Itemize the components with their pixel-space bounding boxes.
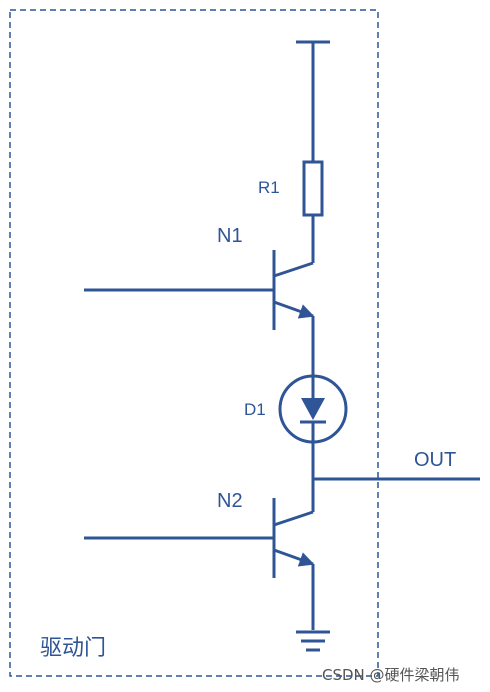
n2-collector (273, 510, 314, 527)
out-label: OUT (414, 449, 457, 471)
resistor-r1 (302, 160, 324, 217)
driver-gate-label: 驱动门 (40, 636, 107, 661)
driver-gate-boundary (9, 9, 379, 677)
n2-label: N2 (217, 490, 243, 512)
n1-emitter (273, 300, 315, 319)
r1-label: R1 (258, 178, 280, 197)
watermark: CSDN @硬件梁朝伟 (322, 666, 460, 684)
d1-label: D1 (244, 400, 266, 419)
n1-collector (273, 261, 314, 278)
n2-emitter (273, 548, 315, 567)
n1-label: N1 (217, 225, 243, 247)
d1-triangle (301, 398, 325, 420)
